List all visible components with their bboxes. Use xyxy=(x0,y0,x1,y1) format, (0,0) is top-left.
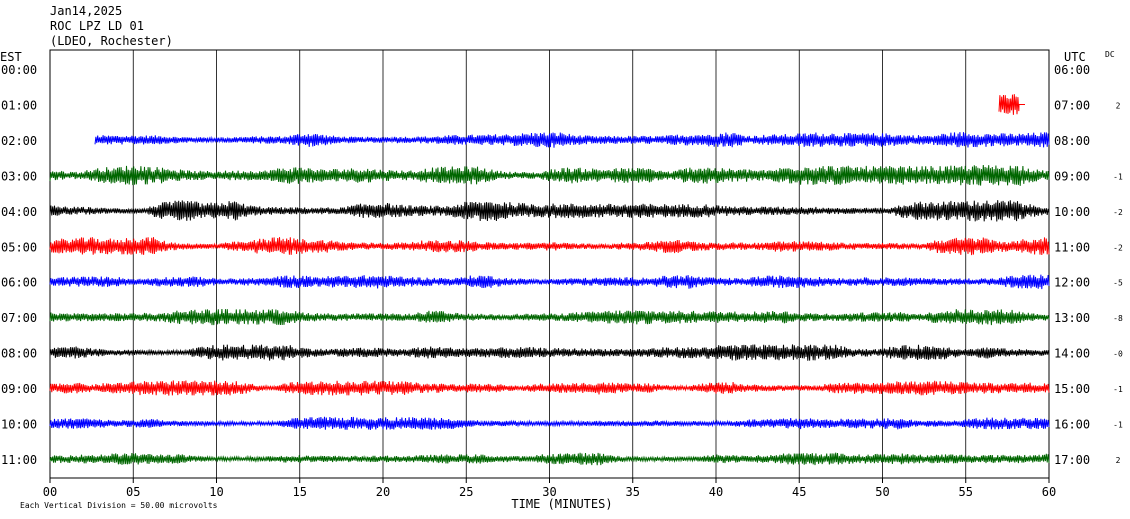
row-est-label: 09:00 xyxy=(1,382,37,396)
seismic-trace-0500 xyxy=(49,237,1050,256)
chart-station: ROC LPZ LD 01 xyxy=(50,19,144,33)
row-utc-label: 13:00 xyxy=(1054,311,1090,325)
row-utc-label: 17:00 xyxy=(1054,453,1090,467)
row-est-label: 10:00 xyxy=(1,418,37,432)
grid-layer xyxy=(49,49,1050,483)
seismic-trace-0900 xyxy=(49,380,1050,396)
row-est-label: 05:00 xyxy=(1,240,37,254)
seismic-trace-0700 xyxy=(49,309,1050,326)
row-est-label: 06:00 xyxy=(1,276,37,290)
row-est-label: 01:00 xyxy=(1,98,37,112)
seismic-trace-0200 xyxy=(94,132,1050,148)
seismic-trace-0800 xyxy=(49,344,1050,361)
row-dc-value: -2 xyxy=(1113,208,1123,217)
est-axis-label: EST xyxy=(0,50,22,64)
row-est-label: 08:00 xyxy=(1,347,37,361)
seismic-trace-0400 xyxy=(49,200,1050,222)
scale-footnote: Each Vertical Division = 50.00 microvolt… xyxy=(20,501,218,510)
dc-column-label: DC xyxy=(1105,50,1115,59)
label-layer: 00 05 10 15 20 25 30 35 40 45 50 55 60 EST UTC DC TIME (… xyxy=(0,50,1123,511)
row-utc-label: 12:00 xyxy=(1054,276,1090,290)
x-tick-label: 55 xyxy=(959,485,973,499)
x-tick-label: 30 xyxy=(542,485,556,499)
chart-network: (LDEO, Rochester) xyxy=(50,34,173,48)
row-dc-value: -1 xyxy=(1113,421,1123,430)
x-tick-label: 35 xyxy=(626,485,640,499)
row-utc-label: 06:00 xyxy=(1054,63,1090,77)
seismic-trace-1000 xyxy=(49,416,1050,430)
row-est-label: 02:00 xyxy=(1,134,37,148)
row-dc-value: -2 xyxy=(1113,243,1123,252)
utc-axis-label: UTC xyxy=(1064,50,1086,64)
seismic-trace-1100 xyxy=(49,452,1050,466)
row-utc-label: 09:00 xyxy=(1054,169,1090,183)
row-dc-value: 2 xyxy=(1116,456,1121,465)
seismic-trace-0600 xyxy=(49,274,1050,290)
row-dc-value: -1 xyxy=(1113,172,1123,181)
x-tick-label: 60 xyxy=(1042,485,1056,499)
trace-layer xyxy=(49,94,1050,466)
x-tick-label: 45 xyxy=(792,485,806,499)
chart-date: Jan14,2025 xyxy=(50,4,123,18)
x-tick-label: 10 xyxy=(209,485,223,499)
seismic-trace-0300 xyxy=(49,164,1050,186)
x-tick-label: 40 xyxy=(709,485,723,499)
seismic-trace-0100 xyxy=(998,94,1025,115)
row-dc-value: -8 xyxy=(1113,314,1123,323)
row-dc-value: -1 xyxy=(1113,385,1123,394)
x-axis-label: TIME (MINUTES) xyxy=(511,497,612,511)
row-est-label: 03:00 xyxy=(1,169,37,183)
x-tick-label: 20 xyxy=(376,485,390,499)
row-utc-label: 08:00 xyxy=(1054,134,1090,148)
row-est-label: 11:00 xyxy=(1,453,37,467)
row-utc-label: 07:00 xyxy=(1054,98,1090,112)
row-est-label: 07:00 xyxy=(1,311,37,325)
x-tick-label: 15 xyxy=(293,485,307,499)
x-tick-label: 05 xyxy=(126,485,140,499)
row-dc-value: -0 xyxy=(1113,350,1123,359)
row-utc-label: 10:00 xyxy=(1054,205,1090,219)
x-tick-label: 25 xyxy=(459,485,473,499)
row-dc-value: 2 xyxy=(1116,101,1121,110)
row-utc-label: 15:00 xyxy=(1054,382,1090,396)
row-utc-label: 16:00 xyxy=(1054,418,1090,432)
row-utc-label: 14:00 xyxy=(1054,347,1090,361)
row-utc-label: 11:00 xyxy=(1054,240,1090,254)
row-est-label: 00:00 xyxy=(1,63,37,77)
x-tick-label: 00 xyxy=(43,485,57,499)
row-dc-value: -5 xyxy=(1113,279,1123,288)
x-tick-label: 50 xyxy=(875,485,889,499)
row-est-label: 04:00 xyxy=(1,205,37,219)
